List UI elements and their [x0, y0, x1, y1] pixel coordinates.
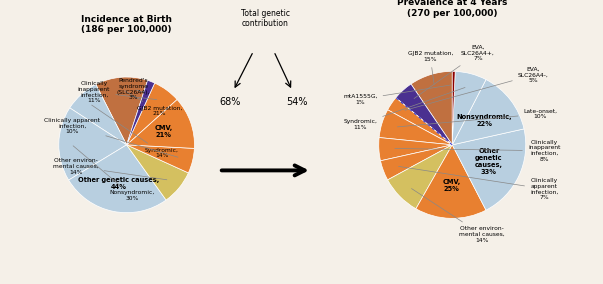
Text: CMV,
21%: CMV, 21%	[154, 125, 173, 138]
Text: Other environ-
mental causes,
14%: Other environ- mental causes, 14%	[53, 158, 167, 180]
Wedge shape	[127, 99, 194, 149]
Wedge shape	[127, 145, 194, 173]
Text: Pendred's
syndrome
(SLC26A4),
3%: Pendred's syndrome (SLC26A4), 3%	[117, 78, 150, 101]
Wedge shape	[127, 145, 188, 200]
Text: GJB2 mutation,
21%: GJB2 mutation, 21%	[125, 91, 182, 116]
Wedge shape	[452, 71, 455, 145]
Wedge shape	[388, 145, 452, 209]
Wedge shape	[70, 84, 127, 145]
Text: Clinically
apparent
infection,
7%: Clinically apparent infection, 7%	[399, 166, 558, 200]
Text: Other genetic causes,
44%: Other genetic causes, 44%	[78, 177, 159, 190]
Text: EVA,
SLC26A4+,
7%: EVA, SLC26A4+, 7%	[414, 45, 495, 99]
Text: Late-onset,
10%: Late-onset, 10%	[397, 108, 557, 127]
Text: Other
genetic
causes,
33%: Other genetic causes, 33%	[475, 149, 503, 176]
Wedge shape	[380, 145, 452, 180]
Wedge shape	[58, 108, 127, 180]
Text: Nonsyndromic,
30%: Nonsyndromic, 30%	[73, 146, 155, 201]
Title: Incidence at Birth
(186 per 100,000): Incidence at Birth (186 per 100,000)	[81, 15, 172, 34]
Text: 54%: 54%	[286, 97, 308, 106]
Wedge shape	[452, 129, 526, 210]
Wedge shape	[411, 71, 452, 145]
Wedge shape	[127, 80, 155, 145]
Text: mtA1555G,
1%: mtA1555G, 1%	[343, 85, 450, 105]
Text: GJB2 mutation,
15%: GJB2 mutation, 15%	[408, 51, 453, 84]
Text: Clinically apparent
infection,
10%: Clinically apparent infection, 10%	[45, 118, 178, 157]
Wedge shape	[396, 84, 452, 145]
Wedge shape	[69, 145, 166, 213]
Text: CMV,
25%: CMV, 25%	[443, 179, 461, 192]
Text: Nonsyndromic,
22%: Nonsyndromic, 22%	[456, 114, 512, 127]
Wedge shape	[388, 98, 452, 145]
Wedge shape	[127, 83, 177, 145]
Text: Clinically
inapparent
infection,
8%: Clinically inapparent infection, 8%	[395, 139, 560, 162]
Wedge shape	[416, 145, 486, 218]
Wedge shape	[452, 80, 524, 145]
Title: Prevalence at 4 Years
(270 per 100,000): Prevalence at 4 Years (270 per 100,000)	[397, 0, 508, 18]
Wedge shape	[452, 71, 486, 145]
Text: Syndromic,
11%: Syndromic, 11%	[344, 87, 465, 130]
Text: Total genetic
contribution: Total genetic contribution	[241, 9, 290, 28]
Wedge shape	[379, 137, 452, 161]
Text: EVA,
SLC26A4-,
5%: EVA, SLC26A4-, 5%	[405, 67, 549, 110]
Wedge shape	[96, 77, 148, 145]
Text: 68%: 68%	[219, 97, 241, 106]
Text: Other environ-
mental causes,
14%: Other environ- mental causes, 14%	[411, 189, 505, 243]
Text: Syndromic,
14%: Syndromic, 14%	[92, 105, 179, 158]
Wedge shape	[379, 110, 452, 145]
Text: Clinically
inapparent
infection,
11%: Clinically inapparent infection, 11%	[78, 81, 157, 103]
